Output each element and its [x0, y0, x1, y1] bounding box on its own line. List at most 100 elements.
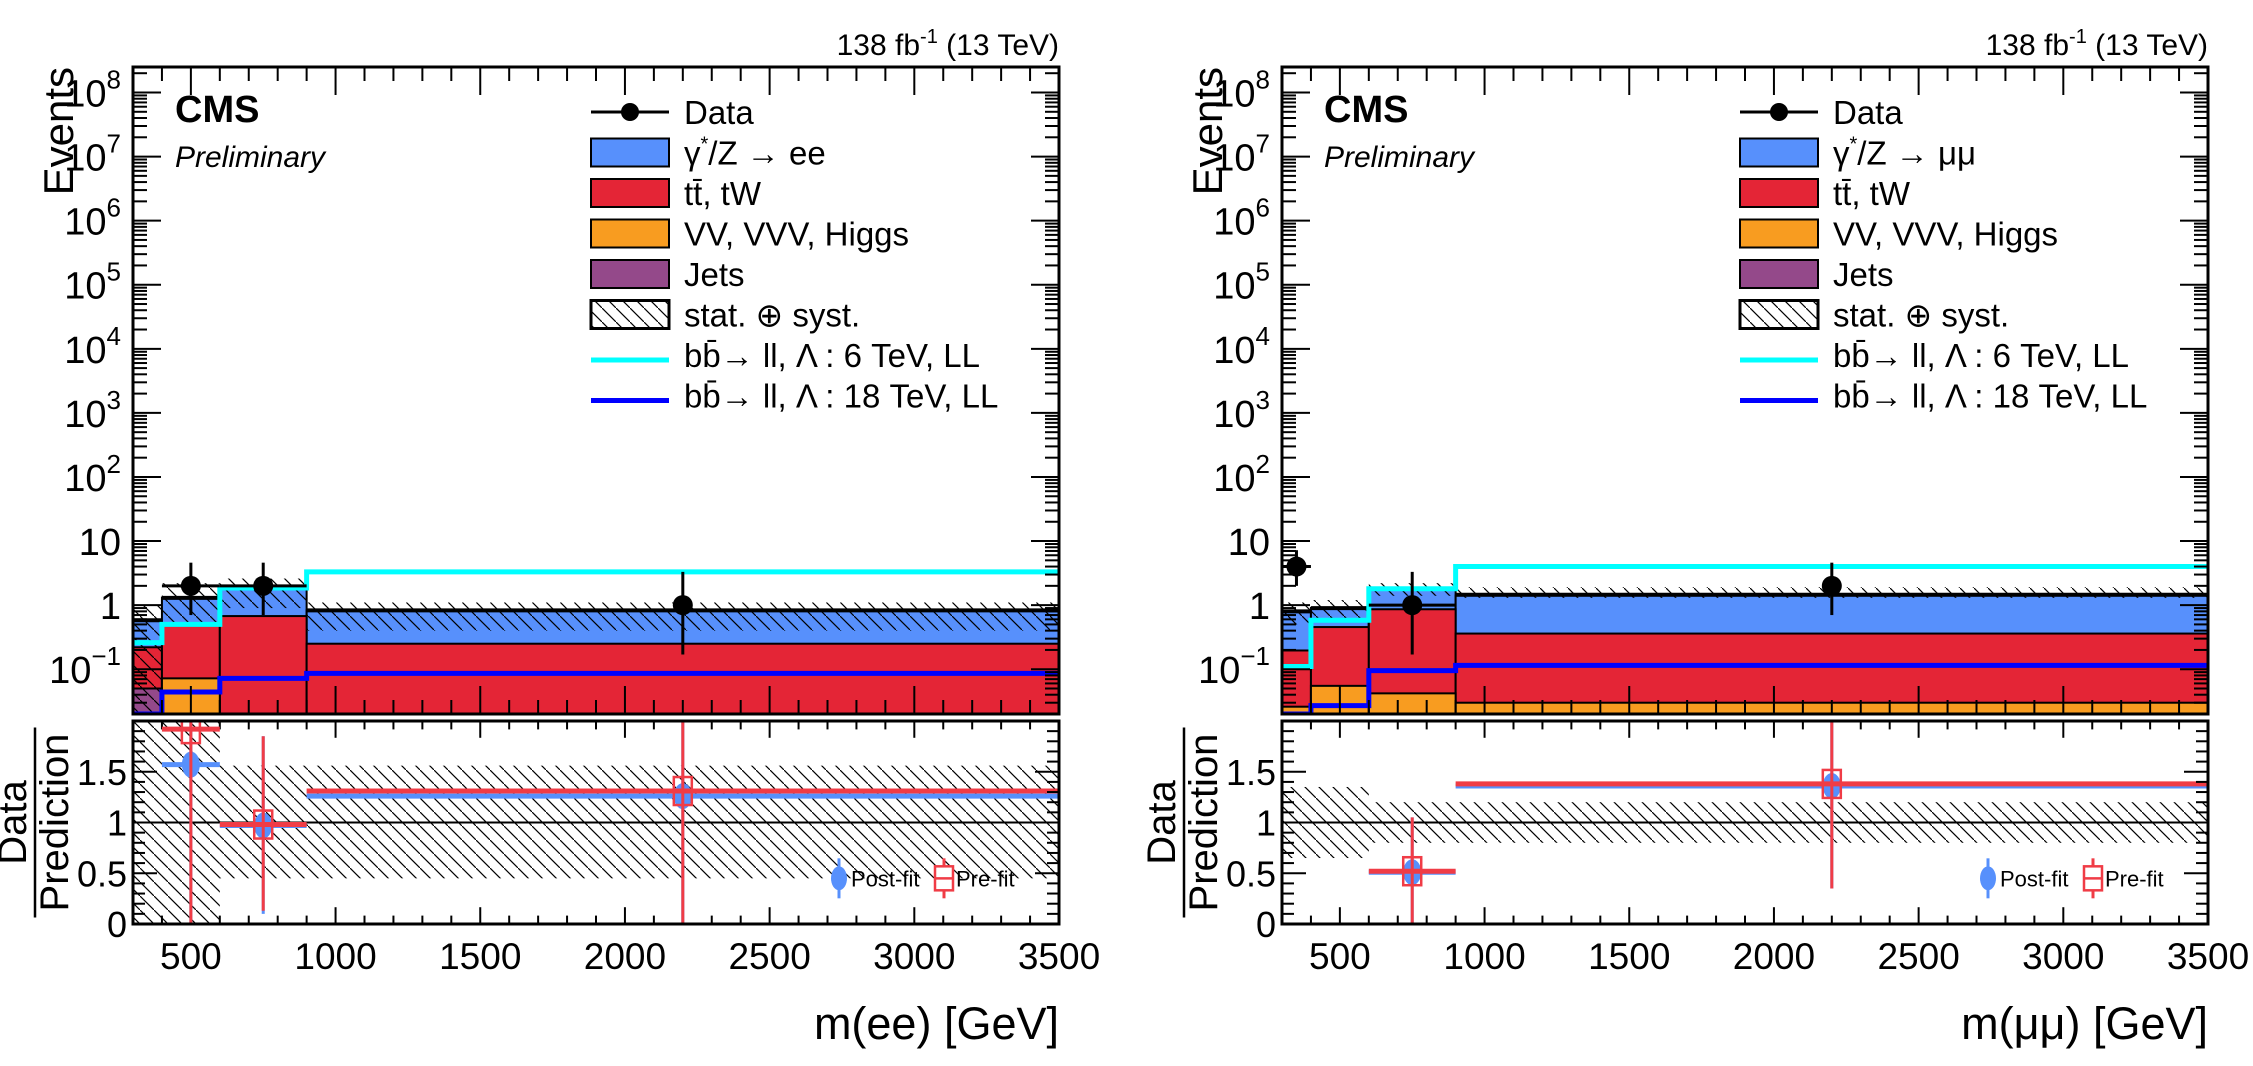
legend-entry: bb̄→ ll, Λ : 18 TeV, LL [591, 378, 998, 415]
prefit-marker [252, 809, 274, 840]
y-tick-label-base: 10 [1228, 522, 1270, 564]
data-point [1402, 595, 1423, 616]
y-tick-label: 106 [1213, 193, 1270, 244]
legend-entry: γ*/Z → μμ [1739, 134, 1976, 172]
stack-bar-tttw [1282, 649, 1312, 714]
legend-entry: stat. ⊕ syst. [1738, 297, 2009, 334]
legend-label-main: stat. ⊕ syst. [684, 297, 860, 334]
x-tick-label: 1000 [1443, 936, 1525, 977]
x-axis-title: m(ee) [GeV] [814, 998, 1059, 1049]
y-tick-label-base: 10 [1213, 266, 1255, 308]
y-tick-label: 105 [1213, 257, 1270, 308]
y-tick-label: 10 [79, 522, 121, 564]
legend-label-main: bb̄→ ll, Λ : 6 TeV, LL [684, 337, 980, 374]
legend-entry: Data [591, 94, 754, 131]
ratio-y-tick-label: 1.5 [1226, 752, 1276, 793]
ratio-legend-postfit-label: Post-fit [2000, 866, 2068, 891]
legend-label: VV, VVV, Higgs [1833, 216, 2058, 253]
prefit-marker [1821, 768, 1843, 800]
x-tick-label: 3000 [2022, 936, 2104, 977]
y-tick-label-base: 10 [64, 458, 106, 500]
main-plot-area [133, 562, 1059, 714]
ratio-y-tick-label: 1.5 [77, 752, 127, 793]
y-tick-label: 1 [100, 586, 121, 628]
y-tick-label-exp: 4 [1256, 321, 1270, 351]
y-tick-label-base: 10 [64, 330, 106, 372]
y-tick-label: 108 [64, 64, 121, 115]
legend-label: VV, VVV, Higgs [684, 216, 909, 253]
legend-label: bb̄→ ll, Λ : 6 TeV, LL [1833, 337, 2129, 374]
y-tick-label-exp: 7 [107, 129, 121, 159]
y-tick-label-base: 10 [49, 650, 91, 692]
legend-label-main: tt̄, tW [684, 175, 762, 212]
legend-label-sup: * [1850, 134, 1858, 156]
y-tick-label-base: 10 [1198, 650, 1240, 692]
x-tick-label: 2000 [1733, 936, 1815, 977]
ratio-legend-postfit-marker [831, 866, 847, 891]
cms-label: CMS [1324, 89, 1408, 131]
legend-label: γ*/Z → ee [684, 134, 826, 172]
legend-swatch [590, 259, 670, 289]
y-tick-label: 102 [1213, 449, 1270, 500]
ratio-y-tick-label: 0.5 [1226, 853, 1276, 894]
y-tick-label-base: 10 [64, 266, 106, 308]
y-tick-label: 102 [64, 449, 121, 500]
legend-label-post: /Z → μμ [1857, 135, 1976, 172]
stack-bar-vvvvvhiggs [1367, 692, 1457, 714]
ratio-y-tick-label: 1 [1256, 803, 1276, 844]
legend-label-sup: * [701, 134, 709, 156]
legend-entry: bb̄→ ll, Λ : 6 TeV, LL [591, 337, 980, 374]
x-tick-label: 2000 [584, 936, 666, 977]
ratio-y-title-numerator: Data [0, 780, 35, 865]
signal-6tev-line [1282, 564, 2208, 670]
legend-swatch [590, 178, 670, 208]
y-tick-label-exp: 7 [1256, 129, 1270, 159]
legend-swatch [1739, 137, 1819, 168]
legend-label: bb̄→ ll, Λ : 18 TeV, LL [684, 378, 998, 415]
legend-swatch [1739, 178, 1819, 208]
y-tick-label: 104 [64, 321, 121, 372]
ratio-legend-postfit-marker [1980, 866, 1996, 891]
x-axis-title: m(μμ) [GeV] [1961, 998, 2208, 1049]
ratio-legend-postfit-label: Post-fit [851, 866, 919, 891]
legend-label: Data [684, 94, 754, 131]
y-axis-title: Events [1184, 67, 1231, 195]
y-tick-label: 103 [1213, 385, 1270, 436]
prefit-marker [180, 721, 202, 745]
lumi-label: 138 fb-1 (13 TeV) [837, 26, 1059, 62]
legend-entry: bb̄→ ll, Λ : 6 TeV, LL [1740, 337, 2129, 374]
legend-entry: bb̄→ ll, Λ : 18 TeV, LL [1740, 378, 2147, 415]
y-tick-label-exp: 3 [107, 385, 121, 415]
lumi-value: 138 fb [1986, 29, 2069, 62]
stack-bar-tttw [218, 615, 308, 714]
x-tick-label: 3000 [873, 936, 955, 977]
y-tick-label: 104 [1213, 321, 1270, 372]
legend-entry: VV, VVV, Higgs [1739, 216, 2058, 253]
legend-label-main: bb̄→ ll, Λ : 18 TeV, LL [684, 378, 998, 415]
y-tick-label-base: 1 [100, 586, 121, 628]
y-tick-label-exp: 3 [1256, 385, 1270, 415]
legend-entry: Jets [1739, 256, 1894, 293]
legend-entry: VV, VVV, Higgs [590, 216, 909, 253]
prefit-marker [672, 775, 694, 807]
y-tick-label-exp: 8 [107, 64, 121, 94]
y-tick-label-exp: 2 [1256, 449, 1270, 479]
y-tick-label-exp: −1 [1240, 641, 1270, 671]
legend-entry: γ*/Z → ee [590, 134, 826, 172]
legend-data-marker [621, 103, 639, 121]
legend-label-main: γ [684, 135, 701, 172]
y-tick-label-exp: 6 [1256, 193, 1270, 223]
y-tick-label-base: 10 [1213, 394, 1255, 436]
legend-swatch [1739, 218, 1819, 249]
lumi-exp: -1 [920, 26, 938, 48]
x-tick-label: 3500 [1018, 936, 1100, 977]
ratio-y-tick-label: 1 [107, 803, 127, 844]
y-tick-label-base: 10 [64, 73, 106, 115]
uncertainty-hatch [133, 605, 162, 714]
legend-entry: stat. ⊕ syst. [589, 297, 860, 334]
y-tick-label: 10 [1228, 522, 1270, 564]
legend-hatch-swatch [1738, 299, 1820, 330]
lumi-exp: -1 [2069, 26, 2087, 48]
